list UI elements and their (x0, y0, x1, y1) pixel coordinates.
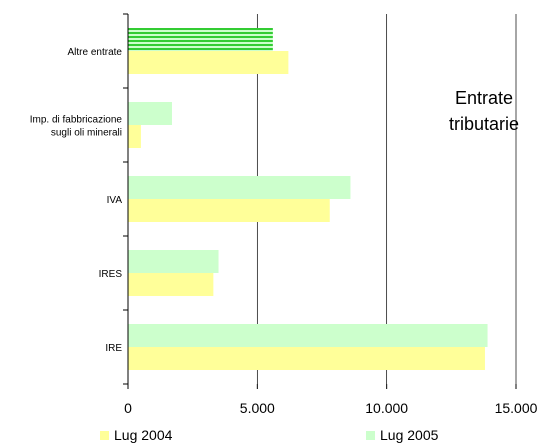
bar-lug-2004 (128, 273, 214, 296)
legend-swatch (100, 431, 109, 440)
category-label: IRE (105, 343, 122, 354)
bars (128, 28, 488, 370)
category-label: Imp. di fabbricazione (30, 115, 123, 126)
axis (123, 13, 517, 389)
category-label: sugli oli minerali (51, 128, 122, 139)
legend: Lug 2004 Lug 2005 (100, 427, 439, 443)
bar-lug-2005 (128, 102, 172, 125)
x-tick-label: 10.000 (365, 400, 408, 416)
bar-lug-2004 (128, 125, 141, 148)
legend-label: Lug 2004 (114, 427, 173, 443)
legend-swatch (366, 431, 375, 440)
bar-lug-2005 (128, 176, 351, 199)
x-tick-label: 5.000 (240, 400, 275, 416)
bar-lug-2005 (128, 28, 273, 51)
bar-lug-2004 (128, 199, 330, 222)
category-label: IRES (99, 269, 123, 280)
bar-lug-2004 (128, 347, 485, 370)
annotation-line-2: tributarie (449, 114, 519, 134)
annotation-line-1: Entrate (455, 88, 513, 108)
bar-lug-2005 (128, 324, 488, 347)
bar-lug-2004 (128, 51, 289, 74)
tick-labels: 0 5.000 10.000 15.000 (124, 400, 538, 416)
x-tick-label: 0 (124, 400, 132, 416)
category-label: Altre entrate (68, 47, 123, 58)
bar-lug-2005 (128, 250, 219, 273)
category-label: IVA (107, 195, 123, 206)
x-tick-label: 15.000 (495, 400, 538, 416)
legend-label: Lug 2005 (380, 427, 439, 443)
category-labels: Altre entrate Imp. di fabbricazione sugli … (30, 47, 123, 354)
